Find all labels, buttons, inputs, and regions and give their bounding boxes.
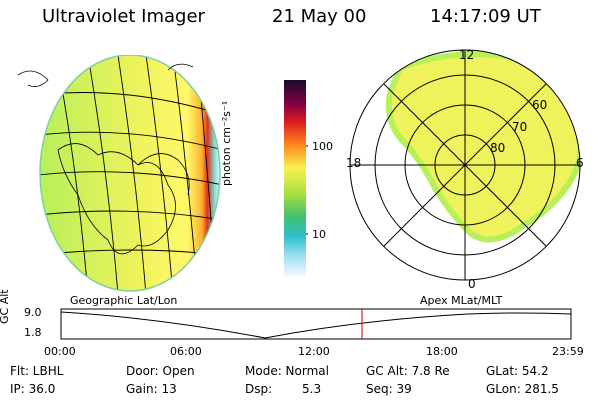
polar-mlat-60: 60 xyxy=(532,98,548,112)
polar-plot xyxy=(349,49,581,281)
colorbar-unit-label: photon cm⁻²s⁻¹ xyxy=(220,100,233,186)
timeline-x-tick-0000: 00:00 xyxy=(44,345,76,358)
geographic-image xyxy=(18,55,221,292)
info-dsp-label: Dsp: xyxy=(245,382,273,396)
timeline-x-tick-1800: 18:00 xyxy=(426,345,458,358)
header-time: 14:17:09 UT xyxy=(430,6,541,27)
timeline-x-tick-0600: 06:00 xyxy=(170,345,202,358)
colorbar xyxy=(284,80,308,276)
altitude-curve xyxy=(60,311,572,339)
timeline-left-caption: Geographic Lat/Lon xyxy=(70,294,178,307)
header-date: 21 May 00 xyxy=(272,6,367,27)
info-flt: Flt: LBHL xyxy=(10,364,64,378)
polar-mlt-6: 6 xyxy=(576,156,584,170)
timeline-x-tick-2359: 23:59 xyxy=(552,345,584,358)
info-dsp-value: 5.3 xyxy=(302,382,322,396)
polar-aurora-fill xyxy=(385,51,580,243)
info-gc-alt: GC Alt: 7.8 Re xyxy=(366,364,450,378)
info-glat: GLat: 54.2 xyxy=(486,364,549,378)
colorbar-gradient xyxy=(284,80,306,276)
colorbar-tick-100: 100 xyxy=(312,140,333,153)
timeline-x-tick-1200: 12:00 xyxy=(298,345,330,358)
timeline-y-tick-1-8: 1.8 xyxy=(24,326,42,339)
polar-mlat-80: 80 xyxy=(490,141,506,155)
timeline-right-caption: Apex MLat/MLT xyxy=(420,294,503,307)
timeline-plot xyxy=(60,308,572,340)
info-glon: GLon: 281.5 xyxy=(486,382,559,396)
info-seq: Seq: 39 xyxy=(366,382,412,396)
colorbar-tick-10: 10 xyxy=(312,228,326,241)
polar-grid xyxy=(349,49,581,281)
polar-mlt-12: 12 xyxy=(459,48,475,62)
globe-disc xyxy=(40,55,220,291)
timeline-y-tick-9: 9.0 xyxy=(24,306,42,319)
timeline-y-label: GC Alt xyxy=(0,289,11,324)
info-ip: IP: 36.0 xyxy=(10,382,56,396)
polar-mlat-70: 70 xyxy=(512,120,528,134)
polar-mlt-0: 0 xyxy=(468,277,476,291)
polar-mlt-18: 18 xyxy=(346,156,362,170)
info-door: Door: Open xyxy=(126,364,195,378)
info-mode: Mode: Normal xyxy=(245,364,329,378)
app-title: Ultraviolet Imager xyxy=(42,6,205,27)
info-gain: Gain: 13 xyxy=(126,382,177,396)
